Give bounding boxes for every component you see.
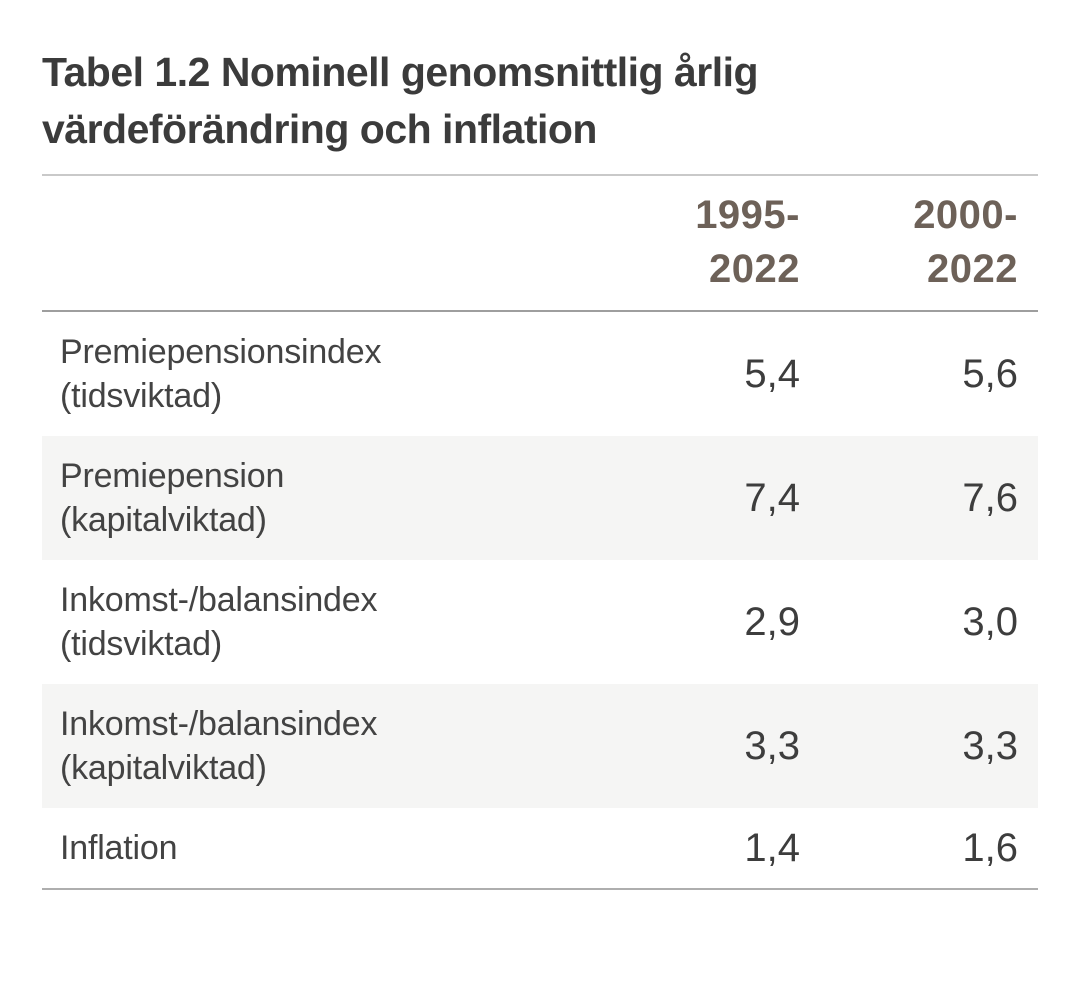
table-row: Inkomst-/balansindex (tidsviktad) 2,9 3,… bbox=[42, 560, 1038, 684]
column-header-line: 2000- bbox=[913, 193, 1018, 237]
header-empty-cell bbox=[42, 175, 522, 312]
row-label: Inflation bbox=[42, 808, 522, 889]
value-cell-1995-2022: 7,4 bbox=[744, 476, 800, 520]
value-cell-2000-2022: 3,3 bbox=[962, 724, 1018, 768]
table-body: Premiepensionsindex (tidsviktad) 5,4 5,6… bbox=[42, 311, 1038, 889]
row-label-qualifier: (kapitalviktad) bbox=[60, 749, 267, 787]
table-row: Inkomst-/balansindex (kapitalviktad) 3,3… bbox=[42, 684, 1038, 808]
row-label-name: Inflation bbox=[60, 829, 178, 867]
row-label: Premiepension (kapitalviktad) bbox=[42, 436, 522, 560]
data-table: 1995- 2022 2000- 2022 Premiepensionsinde… bbox=[42, 174, 1038, 890]
header-row: 1995- 2022 2000- 2022 bbox=[42, 175, 1038, 312]
row-label-qualifier: (tidsviktad) bbox=[60, 377, 222, 415]
column-header-line: 2022 bbox=[927, 247, 1018, 291]
page-title: Tabel 1.2 Nominell genomsnittlig årlig v… bbox=[42, 49, 759, 152]
report-page: Tabel 1.2 Nominell genomsnittlig årlig v… bbox=[0, 44, 1080, 988]
value-cell-2000-2022: 5,6 bbox=[962, 352, 1018, 396]
row-label-qualifier: (tidsviktad) bbox=[60, 625, 222, 663]
row-label-name: Premiepension bbox=[60, 457, 285, 495]
value-cell-2000-2022: 1,6 bbox=[962, 826, 1018, 870]
row-label-name: Inkomst-/balansindex bbox=[60, 705, 378, 743]
table-header: 1995- 2022 2000- 2022 bbox=[42, 175, 1038, 312]
column-header-1995-2022: 1995- 2022 bbox=[522, 175, 800, 312]
row-label: Inkomst-/balansindex (kapitalviktad) bbox=[42, 684, 522, 808]
value-cell-2000-2022: 7,6 bbox=[962, 476, 1018, 520]
column-header-2000-2022: 2000- 2022 bbox=[800, 175, 1038, 312]
row-label: Inkomst-/balansindex (tidsviktad) bbox=[42, 560, 522, 684]
column-header-line: 2022 bbox=[709, 247, 800, 291]
row-label-qualifier: (kapitalviktad) bbox=[60, 501, 267, 539]
row-label: Premiepensionsindex (tidsviktad) bbox=[42, 311, 522, 436]
value-cell-1995-2022: 1,4 bbox=[744, 826, 800, 870]
value-cell-1995-2022: 3,3 bbox=[744, 724, 800, 768]
value-cell-2000-2022: 3,0 bbox=[962, 600, 1018, 644]
column-header-line: 1995- bbox=[695, 193, 800, 237]
table-row: Premiepension (kapitalviktad) 7,4 7,6 bbox=[42, 436, 1038, 560]
row-label-name: Premiepensionsindex bbox=[60, 333, 382, 371]
row-label-name: Inkomst-/balansindex bbox=[60, 581, 378, 619]
value-cell-1995-2022: 2,9 bbox=[744, 600, 800, 644]
table-row: Inflation 1,4 1,6 bbox=[42, 808, 1038, 889]
table-row: Premiepensionsindex (tidsviktad) 5,4 5,6 bbox=[42, 311, 1038, 436]
value-cell-1995-2022: 5,4 bbox=[744, 352, 800, 396]
